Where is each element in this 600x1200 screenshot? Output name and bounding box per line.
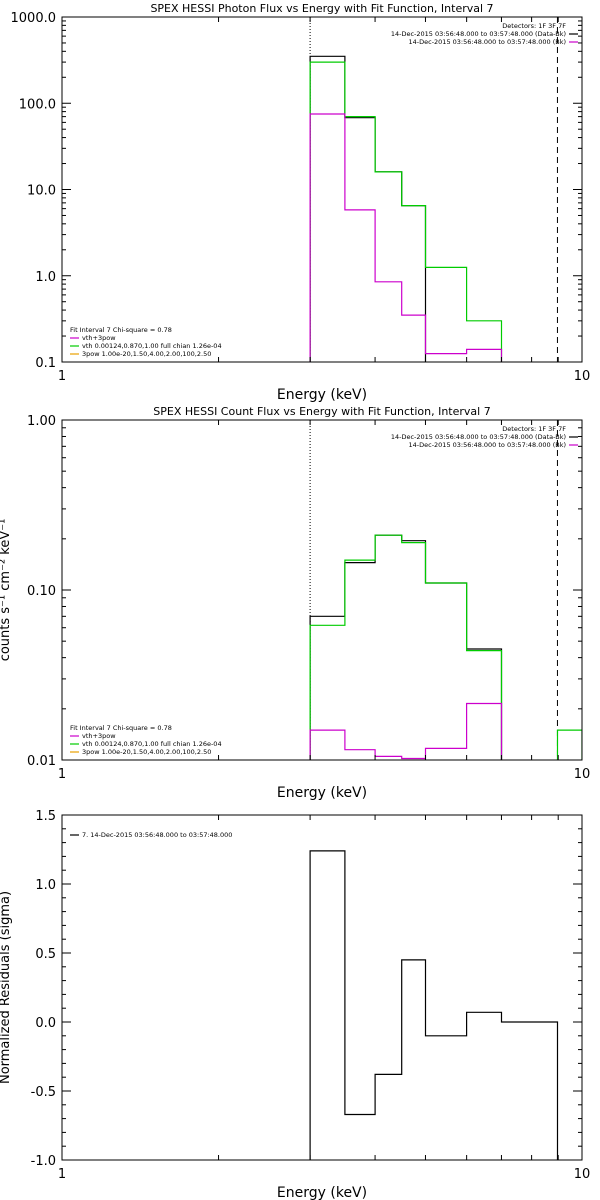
chart-title: SPEX HESSI Count Flux vs Energy with Fit… <box>153 405 490 418</box>
series-line-2 <box>309 534 582 760</box>
plot-area <box>309 17 558 362</box>
x-axis-label: Energy (keV) <box>277 1185 367 1200</box>
plot-frame <box>61 419 583 761</box>
x-axis-label: Energy (keV) <box>277 785 367 801</box>
series-line-3 <box>309 702 503 760</box>
x-tick-label: 10 <box>574 767 591 782</box>
y-tick-label: 0.01 <box>27 754 56 769</box>
chart-panel-1: SPEX HESSI Photon Flux vs Energy with Fi… <box>11 2 591 403</box>
x-tick-label: 1 <box>58 767 66 782</box>
y-tick-label: 0.5 <box>35 947 56 962</box>
x-tick-label: 1 <box>58 1167 66 1182</box>
y-tick-label: 0.0 <box>35 1016 56 1031</box>
y-tick-label: 1.0 <box>35 878 56 893</box>
x-tick-label: 1 <box>58 369 66 384</box>
info-line: Detectors: 1F 3F 7F <box>502 425 566 433</box>
y-tick-label: 0.1 <box>35 356 56 371</box>
y-tick-label: 10.0 <box>27 184 56 199</box>
x-tick-label: 10 <box>574 369 591 384</box>
legend-line: 3pow 1.00e-20,1.50,4.00,2.00,100,2.50 <box>82 748 211 756</box>
series-line-2 <box>309 61 503 362</box>
plot-frame <box>61 16 583 363</box>
y-tick-label: 1.00 <box>27 414 56 429</box>
chart-panel-2: SPEX HESSI Count Flux vs Energy with Fit… <box>0 405 590 801</box>
x-axis-label: Energy (keV) <box>277 387 367 403</box>
legend-line: vth+3pow <box>82 732 116 740</box>
chart-title: SPEX HESSI Photon Flux vs Energy with Fi… <box>150 2 493 15</box>
y-axis-label: Normalized Residuals (sigma) <box>0 891 13 1084</box>
info-line: 14-Dec-2015 03:56:48.000 to 03:57:48.000… <box>409 38 567 46</box>
series-line-1 <box>309 850 559 1160</box>
plot-area <box>309 850 559 1160</box>
y-tick-label: -0.5 <box>31 1085 56 1100</box>
info-line: 14-Dec-2015 03:56:48.000 to 03:57:48.000… <box>391 433 566 441</box>
legend-line: vth+3pow <box>82 334 116 342</box>
y-tick-label: -1.0 <box>31 1154 56 1169</box>
legend-line: 7. 14-Dec-2015 03:56:48.000 to 03:57:48.… <box>82 831 232 839</box>
chart-panel-3: -1.0 -0.5 0.0 0.5 1.0 1.5 1 10 Energy (keV) Norma… <box>0 809 590 1200</box>
y-tick-label: 100.0 <box>19 97 56 112</box>
info-line: Detectors: 1F 3F 7F <box>502 22 566 30</box>
series-line-1 <box>309 534 503 760</box>
series-line-3 <box>309 113 503 362</box>
info-line: 14-Dec-2015 03:56:48.000 to 03:57:48.000… <box>409 441 567 449</box>
x-tick-label: 10 <box>574 1167 591 1182</box>
legend-line: vth 0.00124,0.870,1.00 full chian 1.26e-… <box>82 342 222 350</box>
y-tick-label: 1.5 <box>35 809 56 824</box>
legend-line: 3pow 1.00e-20,1.50,4.00,2.00,100,2.50 <box>82 350 211 358</box>
info-line: 14-Dec-2015 03:56:48.000 to 03:57:48.000… <box>391 30 566 38</box>
plot-frame <box>61 814 583 1161</box>
plot-area <box>309 420 582 760</box>
legend-line: vth 0.00124,0.870,1.00 full chian 1.26e-… <box>82 740 222 748</box>
legend-line: Fit Interval 7 Chi-square = 0.78 <box>70 326 172 334</box>
legend-line: Fit Interval 7 Chi-square = 0.78 <box>70 724 172 732</box>
y-tick-label: 1.0 <box>35 270 56 285</box>
y-tick-label: 0.10 <box>27 584 56 599</box>
y-axis-label: counts s⁻¹ cm⁻² keV⁻¹ <box>0 519 13 662</box>
y-tick-label: 1000.0 <box>11 11 57 26</box>
